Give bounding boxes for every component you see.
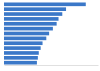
bar bbox=[4, 32, 49, 36]
bar bbox=[4, 41, 43, 45]
x-axis bbox=[5, 65, 99, 66]
bars bbox=[4, 2, 86, 64]
bar bbox=[4, 22, 57, 26]
bar bbox=[4, 37, 46, 41]
bar bbox=[4, 17, 59, 21]
bar bbox=[4, 2, 86, 6]
bar bbox=[4, 61, 37, 65]
plot bbox=[4, 2, 99, 65]
bar bbox=[4, 56, 38, 60]
x-axis-line bbox=[5, 65, 99, 66]
chart bbox=[0, 0, 100, 71]
bar bbox=[4, 12, 62, 16]
bar bbox=[4, 27, 53, 31]
bar bbox=[4, 7, 66, 11]
bar bbox=[4, 46, 41, 50]
bar bbox=[4, 51, 39, 55]
